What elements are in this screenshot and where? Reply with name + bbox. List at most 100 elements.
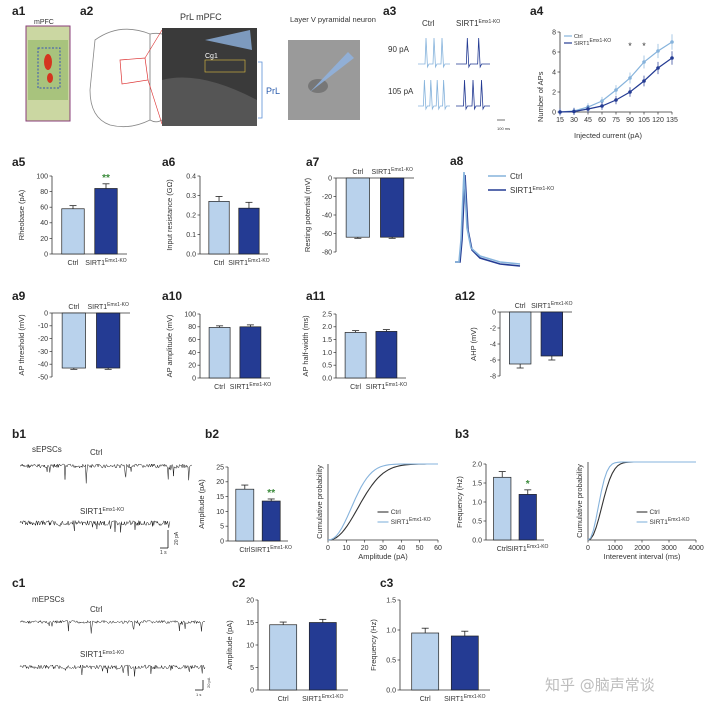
x-tick-label: 2000 [634, 545, 650, 552]
x-label-ctrl: Ctrl [214, 260, 225, 267]
x-tick-label: 90 [626, 117, 634, 124]
ko-point [572, 109, 576, 114]
x-axis-label: Interevent interval (ms) [604, 552, 681, 561]
x-tick-label: 0 [326, 545, 330, 552]
y-tick-label: 1.5 [322, 337, 332, 344]
panel-a7: a7 0 -20 -40 -60 -80 Resting potential (mV) Ctr… [303, 155, 414, 256]
b1-scale-x: 1 s [160, 550, 167, 556]
y-tick-label: 2 [552, 89, 556, 96]
ko-point [600, 104, 604, 108]
b2-cumulative-chart: 0 10 20 30 40 50 60 Amplitude (pA) Cumulative pr… [315, 463, 442, 561]
y-tick-label: 15 [216, 494, 224, 501]
y-axis-label: Cumulative probability [575, 464, 584, 538]
ko-trace-90pa [456, 37, 490, 69]
c1-ctrl-label: Ctrl [90, 605, 103, 614]
y-tick-label: 0 [552, 109, 556, 116]
y-tick-label: 0.5 [322, 363, 332, 370]
x-tick-label: 15 [556, 117, 564, 124]
panel-label-c2: c2 [232, 576, 246, 590]
y-tick-label: 1.5 [472, 480, 482, 487]
ko-point [656, 66, 660, 70]
y-tick-label: 5 [220, 524, 224, 531]
ko-trace-105pa [456, 79, 490, 111]
y-tick-label: 80 [188, 324, 196, 331]
ctrl-bar [61, 312, 86, 369]
x-tick-label: 40 [397, 545, 405, 552]
c1-scale-x: 1 s [196, 692, 201, 697]
panel-a3: a3 Ctrl SIRT1Emx1-KO 90 pA 105 pA 100 ms [383, 4, 510, 131]
x-label-ko: SIRT1Emx1-KO [371, 167, 412, 176]
neuron-soma [308, 79, 328, 93]
ko-mepsc-trace [19, 664, 206, 677]
ko-point [558, 110, 562, 114]
x-label-ko: SIRT1Emx1-KO [85, 258, 126, 267]
panel-a2: a2 PrL mPFC Cg1 PrL Layer V pyramidal ne… [80, 4, 376, 128]
panel-b2: b2 0 5 10 15 20 25 Amplitude (pA) Ctrl SIRT1Emx1-… [197, 427, 292, 554]
y-tick-label: 0 [328, 175, 332, 182]
panel-label-b1: b1 [12, 427, 26, 441]
x-label-ctrl: Ctrl [214, 384, 225, 391]
y-tick-label: 20 [40, 236, 48, 243]
x-tick-label: 135 [666, 117, 678, 124]
a3-ko-label: SIRT1Emx1-KO [456, 19, 500, 28]
x-label-ctrl: Ctrl [515, 303, 526, 310]
mpfc-box [37, 47, 61, 89]
y-axis-label: Rheobase (pA) [17, 189, 26, 240]
ko-bar [96, 312, 121, 369]
x-label-ko: SIRT1Emx1-KO [228, 258, 269, 267]
y-tick-label: 8 [552, 29, 556, 36]
significance-mark: ** [102, 173, 110, 184]
panel-label-a2: a2 [80, 4, 94, 18]
y-tick-label: 25 [216, 464, 224, 471]
panel-a11: a11 0.0 0.5 1.0 1.5 2.0 2.5 AP half-width (ms) C… [301, 289, 407, 391]
x-axis-label: Amplitude (pA) [358, 552, 408, 561]
y-axis-label: AHP (mV) [469, 327, 478, 361]
y-axis-label: Input resistance (GΩ) [165, 179, 174, 251]
panel-label-a5: a5 [12, 155, 26, 169]
a3-scale: 100 ms [497, 126, 510, 131]
ko-bar [308, 622, 337, 691]
ko-point [614, 98, 618, 102]
y-tick-label: 2.5 [322, 311, 332, 318]
y-tick-label: 4 [552, 69, 556, 76]
panel-label-a10: a10 [162, 289, 182, 303]
x-tick-label: 60 [434, 545, 442, 552]
panel-a10: a10 0 20 40 60 80 100 AP amplitude (mV) Ctrl SIRT… [162, 289, 271, 391]
y-tick-label: 0.2 [186, 212, 196, 219]
y-tick-label: 0.3 [186, 193, 196, 200]
b3-cumulative-chart: 0 1000 2000 3000 4000 Interevent interval (ms… [575, 461, 704, 561]
y-tick-label: 0 [192, 375, 196, 382]
ko-bar [375, 331, 398, 379]
y-tick-label: 0.0 [386, 687, 396, 694]
panel-a8: a8 Ctrl SIRT1Emx1-KO [450, 154, 554, 267]
y-tick-label: 100 [184, 311, 196, 318]
panel-label-a8: a8 [450, 154, 464, 168]
y-tick-label: 15 [246, 620, 254, 627]
ctrl-trace-90pa [418, 37, 450, 69]
layer-v-box [204, 59, 246, 73]
x-tick-label: 4000 [688, 545, 704, 552]
micrograph-tissue [162, 77, 257, 126]
y-tick-label: 6 [552, 49, 556, 56]
mepsc-traces [19, 619, 206, 677]
y-tick-label: 0.0 [186, 251, 196, 258]
ko-bar [261, 500, 281, 542]
panel-b1: b1 sEPSCs Ctrl SIRT1Emx1-KO 20 pA 1 s [12, 427, 193, 556]
legend-ctrl-label: Ctrl [391, 509, 402, 516]
significance-mark: * [526, 479, 530, 490]
y-tick-label: 40 [40, 220, 48, 227]
a3-current-1: 90 pA [388, 45, 410, 54]
x-label-ctrl: Ctrl [352, 169, 363, 176]
y-tick-label: 0.0 [472, 537, 482, 544]
y-tick-label: 60 [188, 337, 196, 344]
y-tick-label: 0.1 [186, 232, 196, 239]
panel-label-a12: a12 [455, 289, 475, 303]
y-tick-label: 0.5 [386, 657, 396, 664]
prl-label: PrL [266, 86, 280, 96]
y-tick-label: -40 [38, 362, 48, 369]
ctrl-point [670, 40, 674, 44]
panel-c1: c1 mEPSCs Ctrl SIRT1Emx1-KO 20 pA 1 s [12, 576, 211, 697]
watermark: 知乎 @脑声常谈 [545, 676, 655, 694]
x-label-ko: SIRT1Emx1-KO [251, 545, 292, 554]
